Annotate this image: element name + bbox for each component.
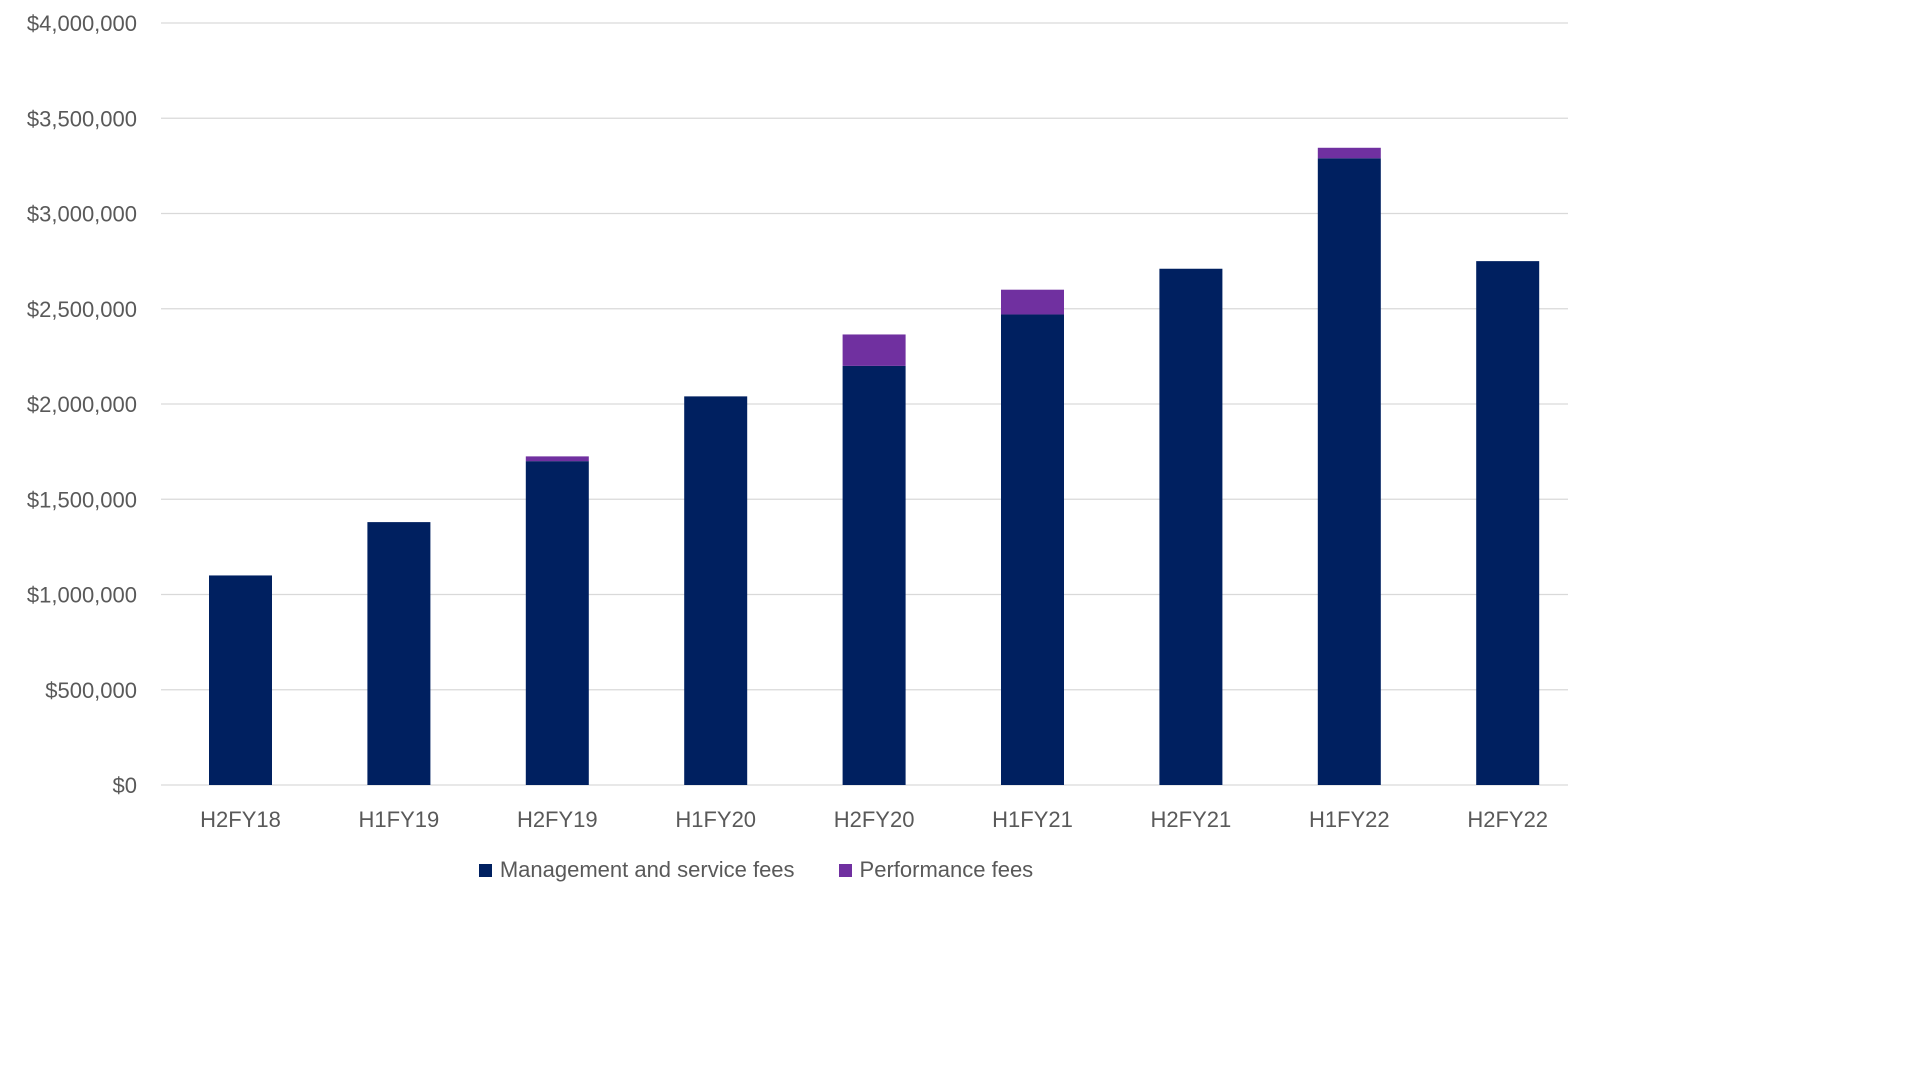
x-tick-label: H2FY19: [517, 807, 598, 832]
bar-management: [525, 461, 589, 785]
chart: $0 $500,000 $1,000,000 $1,500,000 $2,000,000…: [0, 11, 1568, 884]
y-tick-label: $1,000,000: [27, 583, 137, 608]
y-tick-label: $1,500,000: [27, 487, 137, 512]
y-tick-label: $3,000,000: [27, 202, 137, 227]
y-tick-label: $3,500,000: [27, 106, 137, 131]
y-tick-label: $4,000,000: [27, 11, 137, 36]
bar-management: [1001, 314, 1064, 785]
y-tick-label: $0: [113, 773, 137, 798]
legend-label-management: Management and service fees: [499, 857, 795, 882]
x-tick-label: H2FY21: [1151, 807, 1232, 832]
bar-management: [1476, 261, 1540, 785]
bar-performance: [1001, 289, 1064, 315]
x-tick-label: H1FY21: [992, 807, 1073, 832]
x-tick-label: H2FY22: [1467, 807, 1548, 832]
y-tick-label: $2,000,000: [27, 392, 137, 417]
bar-management: [842, 365, 906, 785]
legend-item-performance: Performance fees: [838, 857, 1034, 883]
legend-item-management: Management and service fees: [478, 857, 795, 883]
legend-swatch-management: [478, 863, 492, 877]
bar-management: [1317, 158, 1381, 785]
bar-management: [367, 522, 431, 785]
x-tick-label: H2FY20: [834, 807, 915, 832]
legend: Management and service fees Performance …: [0, 856, 1540, 884]
bar-management: [209, 575, 272, 785]
bar-management: [684, 396, 748, 785]
legend-swatch-performance: [838, 863, 852, 877]
bar-management: [1159, 268, 1223, 785]
bar-performance: [525, 456, 589, 462]
x-tick-label: H1FY19: [359, 807, 440, 832]
chart-svg: $0 $500,000 $1,000,000 $1,500,000 $2,000,000…: [27, 11, 1568, 832]
x-tick-label: H1FY20: [675, 807, 756, 832]
x-tick-label: H1FY22: [1309, 807, 1390, 832]
legend-label-performance: Performance fees: [859, 857, 1034, 882]
bar-performance: [842, 334, 906, 366]
bar-performance: [1317, 147, 1381, 159]
x-tick-label: H2FY18: [200, 807, 281, 832]
y-tick-label: $500,000: [45, 678, 137, 703]
y-tick-label: $2,500,000: [27, 297, 137, 322]
